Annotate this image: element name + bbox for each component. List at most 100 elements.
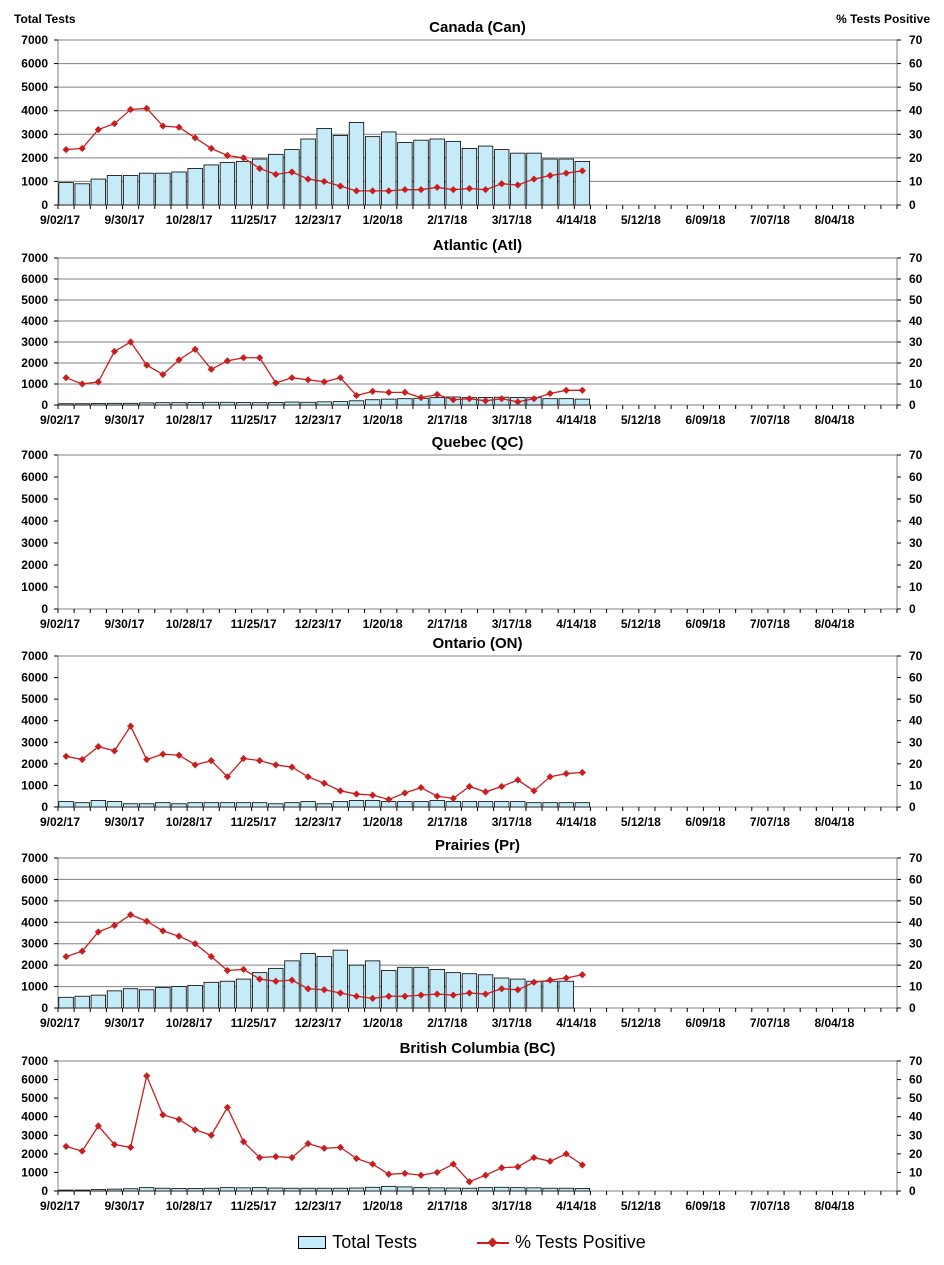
panel-6-plot-frame (57, 1060, 898, 1192)
panel-4-positive-point (256, 757, 264, 765)
panel-4-positive-point (207, 757, 215, 765)
panel-4-x-tick-label: 12/23/17 (295, 815, 342, 829)
panel-5-bar (203, 981, 219, 1009)
panel-2-positive-point (288, 374, 296, 382)
panel-1-x-tick-label: 12/23/17 (295, 213, 342, 227)
panel-2-x-tick-label: 3/17/18 (492, 413, 532, 427)
panel-6-bar (477, 1187, 494, 1192)
panel-6-bar (558, 1187, 574, 1192)
panel-4-positive-point (127, 722, 135, 730)
panel-4-y-left-tick-label: 1000 (21, 778, 48, 792)
panel-1-x-tick-label: 5/12/18 (621, 213, 661, 227)
panel-5-y-right-tick-label: 40 (909, 915, 923, 929)
panel-1-positive-point (223, 151, 232, 160)
panel-2-bar (542, 398, 558, 406)
panel-4-bar (574, 802, 591, 808)
panel-3-x-tick-label: 11/25/17 (231, 617, 277, 631)
panel-6-bar (461, 1187, 478, 1192)
panel-4-bar (235, 802, 252, 808)
panel-5-x-tick-label: 5/12/18 (621, 1016, 661, 1030)
panel-2-bar (187, 402, 203, 406)
panel-4-positive-point (433, 792, 441, 800)
panel-1-positive-point (578, 167, 586, 175)
panel-2-bar (58, 403, 74, 406)
panel-1-positive-point (336, 182, 344, 190)
panel-6-x-tick-label: 6/09/18 (685, 1199, 725, 1213)
panel-2-positive-point (159, 370, 167, 379)
panel-2-positive-point (449, 396, 457, 404)
legend-label-percent-positive: % Tests Positive (514, 1232, 646, 1252)
panel-5-y-right-tick-label: 50 (909, 894, 923, 908)
panel-2-positive-point (369, 387, 377, 395)
panel-6-positive-point (127, 1143, 135, 1151)
panel-2-y-left-tick-label: 4000 (21, 314, 48, 328)
panel-4-positive-point (546, 773, 554, 781)
panel-3-y-right-tick-label: 10 (909, 580, 923, 594)
panel-5-positive-point (385, 992, 393, 1000)
panel-5-bar (187, 985, 203, 1009)
panel-6-x-tick-label: 4/14/18 (556, 1199, 596, 1213)
panel-4-bar (219, 802, 236, 808)
panel-4-y-left-tick-label: 3000 (21, 735, 48, 749)
panel-4-x-tick-label: 6/09/18 (685, 815, 725, 829)
panel-6-bar (235, 1187, 252, 1192)
panel-1-bar (139, 172, 155, 206)
panel-6-y-right-tick-label: 20 (909, 1147, 923, 1161)
panel-6-positive-point (433, 1168, 441, 1177)
panel-5-y-right-tick-label: 20 (909, 958, 923, 972)
panel-4-positive-point (514, 776, 522, 784)
panel-6-bar (155, 1187, 171, 1192)
panel-1-positive-point (562, 169, 570, 177)
panel-5-positive-point (143, 917, 151, 925)
panel-1-bar (252, 158, 268, 206)
panel-6-positive-point (191, 1126, 199, 1134)
panel-2-x-tick-label: 10/28/17 (166, 413, 213, 427)
panel-6-x-tick-label: 12/23/17 (295, 1199, 342, 1213)
panel-5-y-right-tick-label: 70 (909, 851, 923, 865)
panel-1-bar (445, 140, 461, 206)
panel-5-positive-point (159, 927, 167, 935)
panel-2-x-tick-label: 2/17/18 (427, 413, 467, 427)
panel-1-bar (494, 149, 510, 206)
panel-6-bar (445, 1187, 461, 1192)
panel-4-x-tick-label: 9/30/17 (105, 815, 145, 829)
panel-4-positive-point (417, 783, 425, 792)
panel-6-positive-point (304, 1140, 312, 1148)
panel-1-y-left-tick-label: 3000 (21, 127, 48, 141)
panel-5-plot-frame (57, 857, 898, 1009)
panel-5-bar (348, 964, 365, 1009)
panel-6-x-tick-label: 10/28/17 (166, 1199, 213, 1213)
panel-1-y-right-tick-label: 50 (909, 80, 923, 94)
panel-3-y-right-tick-label: 20 (909, 558, 923, 572)
panel-4-bar (364, 800, 381, 808)
panel-2-positive-line (65, 341, 583, 403)
panel-4-positive-point (465, 782, 474, 791)
panel-1-positive-point (417, 186, 425, 194)
panel-5-positive-point (127, 911, 135, 919)
panel-3-x-tick-label: 9/30/17 (105, 617, 145, 631)
panel-2-positive-point (175, 356, 183, 364)
panel-4-bar (203, 802, 219, 808)
panel-2-y-right-tick-label: 40 (909, 314, 923, 328)
panel-3-y-left-tick-label: 6000 (21, 470, 48, 484)
panel-2-positive-point (127, 338, 135, 346)
panel-5-y-left-tick-label: 7000 (21, 851, 48, 865)
panel-6-y-left-tick-label: 1000 (21, 1165, 48, 1179)
panel-2-y-left-tick-label: 5000 (21, 293, 48, 307)
panel-2-positive-point (546, 389, 554, 398)
panel-5-x-tick-label: 9/30/17 (105, 1016, 145, 1030)
panel-5-positive-point (191, 940, 199, 948)
panel-4-positive-point (143, 755, 151, 764)
panel-6-y-left-tick-label: 4000 (21, 1110, 48, 1124)
panel-1-x-tick-label: 9/02/17 (40, 213, 80, 227)
panel-6-bar (510, 1187, 526, 1192)
panel-3-x-tick-label: 7/07/18 (750, 617, 790, 631)
panel-6-bar (348, 1187, 365, 1192)
panel-6-positive-point (175, 1115, 183, 1124)
panel-5-x-tick-label: 2/17/18 (427, 1016, 467, 1030)
panel-3-y-right-tick-label: 60 (909, 470, 923, 484)
panel-4-positive-point (369, 791, 377, 799)
panel-1-y-left-tick-label: 5000 (21, 80, 48, 94)
panel-4-bar (413, 801, 429, 808)
panel-6-positive-point (546, 1157, 554, 1165)
